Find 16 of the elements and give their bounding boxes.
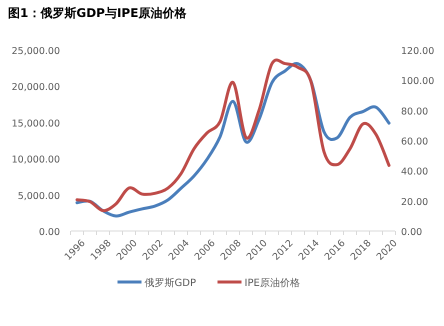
y2-tick-label: 60.00 <box>401 136 428 148</box>
legend-label: IPE原油价格 <box>244 277 300 289</box>
y2-tick-label: 100.00 <box>401 76 434 88</box>
y2-tick-label: 80.00 <box>401 106 428 118</box>
y-tick-label: 20,000.00 <box>12 82 60 94</box>
y-tick-label: 25,000.00 <box>12 46 60 57</box>
chart-title: 图1：俄罗斯GDP与IPE原油价格 <box>8 6 188 20</box>
y2-tick-label: 120.00 <box>401 46 434 57</box>
y-tick-label: 10,000.00 <box>12 154 60 166</box>
y2-tick-label: 40.00 <box>401 166 428 178</box>
y-tick-label: 0.00 <box>38 227 60 238</box>
legend-label: 俄罗斯GDP <box>144 277 196 289</box>
y2-tick-label: 20.00 <box>401 196 428 208</box>
y2-tick-label: 0.00 <box>401 227 422 238</box>
y-tick-label: 15,000.00 <box>12 118 60 130</box>
y-tick-label: 5,000.00 <box>18 190 60 202</box>
